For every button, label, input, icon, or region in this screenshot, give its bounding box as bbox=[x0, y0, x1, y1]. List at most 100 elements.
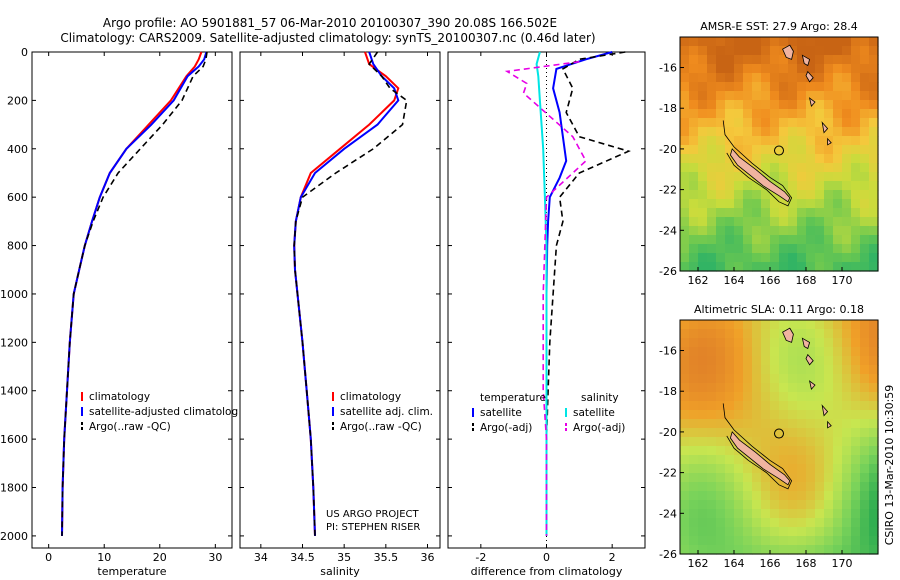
map-cell bbox=[815, 172, 825, 182]
map-cell bbox=[788, 410, 798, 420]
map-cell bbox=[851, 226, 861, 236]
map-cell bbox=[824, 73, 834, 83]
map-cell bbox=[833, 347, 843, 357]
map-cell bbox=[851, 419, 861, 429]
map-cell bbox=[797, 347, 807, 357]
map-cell bbox=[680, 320, 690, 330]
map-cell bbox=[698, 365, 708, 375]
map-cell bbox=[734, 37, 744, 47]
temperature-panel: 0 10 20 30 0 200 400 600 800 1000 1200 1400 1600 1800… bbox=[0, 46, 238, 578]
map-cell bbox=[797, 100, 807, 110]
map-cell bbox=[842, 527, 852, 537]
map-cell bbox=[680, 37, 690, 47]
map-cell bbox=[761, 428, 771, 438]
map-cell bbox=[707, 55, 717, 65]
map-cell bbox=[752, 118, 762, 128]
map-cell bbox=[725, 500, 735, 510]
map-cell bbox=[680, 347, 690, 357]
map-cell bbox=[725, 392, 735, 402]
map-cell bbox=[716, 527, 726, 537]
map-cell bbox=[680, 446, 690, 456]
map-cell bbox=[743, 536, 753, 546]
map-cell bbox=[752, 226, 762, 236]
land-vanuatu bbox=[801, 337, 811, 350]
map-cell bbox=[761, 518, 771, 528]
map-cell bbox=[860, 428, 870, 438]
map-cell bbox=[761, 491, 771, 501]
map-cell bbox=[689, 73, 699, 83]
map-cell bbox=[815, 347, 825, 357]
map-cell bbox=[797, 500, 807, 510]
map-cell bbox=[698, 253, 708, 263]
map-cell bbox=[725, 127, 735, 137]
map-cell bbox=[698, 410, 708, 420]
map-cell bbox=[689, 127, 699, 137]
map-cell bbox=[734, 109, 744, 119]
map-cell bbox=[842, 536, 852, 546]
map-cell bbox=[734, 181, 744, 191]
legend-label: climatology bbox=[340, 391, 401, 403]
map-cell bbox=[734, 253, 744, 263]
map-cell bbox=[752, 392, 762, 402]
map-cell bbox=[815, 181, 825, 191]
map-cell bbox=[815, 509, 825, 519]
map-cell bbox=[788, 55, 798, 65]
map-cell bbox=[851, 145, 861, 155]
map-cell bbox=[788, 356, 798, 366]
map-cell bbox=[716, 127, 726, 137]
map-cell bbox=[680, 73, 690, 83]
map-cell bbox=[752, 100, 762, 110]
map-cell bbox=[788, 235, 798, 245]
map-cell bbox=[716, 262, 726, 272]
map-cell bbox=[815, 226, 825, 236]
map-cell bbox=[752, 46, 762, 56]
map-cell bbox=[716, 491, 726, 501]
map-cell bbox=[680, 226, 690, 236]
map-cell bbox=[824, 356, 834, 366]
map-cell bbox=[788, 536, 798, 546]
map-cell bbox=[707, 118, 717, 128]
map-cell bbox=[707, 154, 717, 164]
map-cell bbox=[779, 154, 789, 164]
map-cell bbox=[815, 383, 825, 393]
map-cell bbox=[806, 235, 816, 245]
map-cell bbox=[788, 118, 798, 128]
map-cell bbox=[824, 82, 834, 92]
map-cell bbox=[815, 455, 825, 465]
map-cell bbox=[860, 235, 870, 245]
map-cell bbox=[851, 518, 861, 528]
map-cell bbox=[707, 491, 717, 501]
map-cell bbox=[815, 500, 825, 510]
map-cell bbox=[842, 482, 852, 492]
map-cell bbox=[770, 91, 780, 101]
map-cell bbox=[734, 208, 744, 218]
map-cell bbox=[851, 154, 861, 164]
map-cell bbox=[788, 338, 798, 348]
map-cell bbox=[797, 401, 807, 411]
map-cell bbox=[869, 338, 879, 348]
map-cell bbox=[869, 127, 879, 137]
map-cell bbox=[869, 181, 879, 191]
map-cell bbox=[698, 37, 708, 47]
y-tick-label: 1800 bbox=[0, 482, 28, 495]
land-vanuatu bbox=[805, 70, 814, 83]
map-cell bbox=[680, 491, 690, 501]
map-cell bbox=[851, 383, 861, 393]
map-cell bbox=[806, 374, 816, 384]
map-cell bbox=[689, 91, 699, 101]
map-cell bbox=[869, 172, 879, 182]
map-cell bbox=[734, 536, 744, 546]
map-cell bbox=[869, 244, 879, 254]
map-cell bbox=[743, 100, 753, 110]
map-cell bbox=[698, 136, 708, 146]
map-cell bbox=[743, 374, 753, 384]
map-cell bbox=[779, 527, 789, 537]
map-cell bbox=[680, 455, 690, 465]
map-cell bbox=[833, 100, 843, 110]
map-cell bbox=[725, 235, 735, 245]
map-cell bbox=[797, 320, 807, 330]
map-cell bbox=[779, 536, 789, 546]
map-cell bbox=[806, 46, 816, 56]
map-cell bbox=[797, 226, 807, 236]
map-cell bbox=[725, 217, 735, 227]
